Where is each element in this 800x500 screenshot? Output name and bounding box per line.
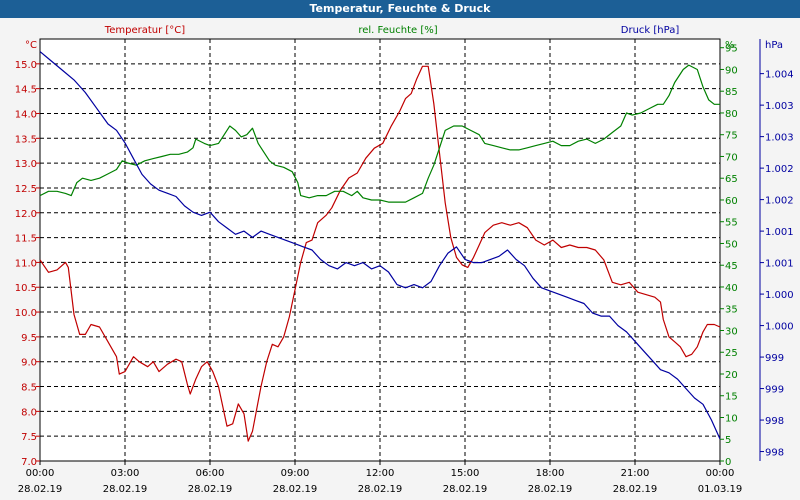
x-tick-date-label: 28.02.19 — [528, 484, 573, 495]
temperature-tick-label: 8.0 — [21, 407, 37, 418]
humidity-tick-label: 5 — [725, 435, 731, 446]
humidity-tick-label: 15 — [725, 392, 738, 403]
humidity-tick-label: 60 — [725, 196, 738, 207]
temperature-tick-label: 9.0 — [21, 358, 37, 369]
pressure-axis-label: Druck [hPa] — [621, 25, 680, 36]
humidity-tick-label: 40 — [725, 283, 738, 294]
temperature-tick-label: 12.5 — [15, 184, 37, 195]
temperature-tick-label: 10.0 — [15, 308, 37, 319]
grid — [40, 39, 720, 461]
humidity-tick-label: 65 — [725, 174, 738, 185]
humidity-tick-label: 0 — [725, 457, 731, 468]
temperature-series-line — [39, 65, 721, 442]
pressure-tick-label: 998 — [765, 416, 784, 427]
humidity-tick-label: 55 — [725, 218, 738, 229]
temperature-tick-label: 13.0 — [15, 159, 37, 170]
humidity-tick-label: 25 — [725, 348, 738, 359]
humidity-tick-label: 85 — [725, 87, 738, 98]
temperature-tick-label: 14.0 — [15, 109, 37, 120]
x-tick-time-label: 12:00 — [366, 468, 395, 479]
humidity-tick-label: 70 — [725, 152, 738, 163]
x-tick-date-label: 28.02.19 — [103, 484, 148, 495]
humidity-tick-label: 20 — [725, 370, 738, 381]
pressure-tick-label: 1.003 — [765, 133, 794, 144]
series-group — [39, 51, 721, 442]
x-tick-time-label: 15:00 — [451, 468, 480, 479]
temperature-axis-label: Temperatur [°C] — [104, 25, 185, 36]
pressure-tick-label: 1.000 — [765, 290, 794, 301]
humidity-tick-label: 35 — [725, 305, 738, 316]
temperature-tick-label: 10.5 — [15, 283, 37, 294]
pressure-tick-label: 1.002 — [765, 164, 794, 175]
humidity-series-line — [39, 64, 720, 203]
x-tick-date-label: 01.03.19 — [698, 484, 743, 495]
pressure-tick-label: 1.003 — [765, 101, 794, 112]
temperature-tick-label: 8.5 — [21, 383, 37, 394]
x-tick-date-label: 28.02.19 — [273, 484, 318, 495]
pressure-tick-label: 998 — [765, 448, 784, 459]
humidity-tick-label: 80 — [725, 109, 738, 120]
pressure-tick-label: 1.002 — [765, 196, 794, 207]
temperature-tick-label: 9.5 — [21, 333, 37, 344]
pressure-tick-label: 1.004 — [765, 70, 794, 81]
pressure-series-line — [39, 51, 721, 440]
temperature-unit-label: °C — [25, 40, 37, 51]
window-title: Temperatur, Feuchte & Druck — [309, 2, 491, 15]
x-tick-date-label: 28.02.19 — [443, 484, 488, 495]
temperature-tick-label: 7.0 — [21, 457, 37, 468]
x-tick-time-label: 21:00 — [621, 468, 650, 479]
x-tick-time-label: 00:00 — [706, 468, 735, 479]
pressure-tick-label: 1.001 — [765, 259, 794, 270]
humidity-tick-label: 10 — [725, 413, 738, 424]
humidity-tick-label: 90 — [725, 65, 738, 76]
temperature-tick-label: 15.0 — [15, 60, 37, 71]
humidity-tick-label: 50 — [725, 239, 738, 250]
humidity-tick-label: 45 — [725, 261, 738, 272]
temperature-tick-label: 14.5 — [15, 85, 37, 96]
pressure-tick-label: 999 — [765, 353, 784, 364]
humidity-unit-label: % — [725, 40, 735, 51]
temperature-tick-label: 7.5 — [21, 432, 37, 443]
temperature-tick-label: 12.0 — [15, 209, 37, 220]
pressure-unit-label: hPa — [765, 40, 783, 51]
x-tick-time-label: 09:00 — [281, 468, 310, 479]
window-title-bar: Temperatur, Feuchte & Druck — [0, 0, 800, 18]
humidity-axis-label: rel. Feuchte [%] — [358, 25, 437, 36]
pressure-tick-label: 1.000 — [765, 322, 794, 333]
x-tick-date-label: 28.02.19 — [18, 484, 63, 495]
x-tick-date-label: 28.02.19 — [613, 484, 658, 495]
x-tick-time-label: 18:00 — [536, 468, 565, 479]
x-tick-date-label: 28.02.19 — [188, 484, 233, 495]
humidity-tick-label: 30 — [725, 326, 738, 337]
humidity-tick-label: 95 — [725, 44, 738, 55]
x-tick-date-label: 28.02.19 — [358, 484, 403, 495]
axes: 00:00 28.02.19 03:00 28.02.19 06:00 28.02.19 0… — [15, 39, 794, 495]
x-tick-time-label: 00:00 — [26, 468, 55, 479]
x-tick-time-label: 06:00 — [196, 468, 225, 479]
humidity-tick-label: 75 — [725, 131, 738, 142]
temperature-tick-label: 11.5 — [15, 234, 37, 245]
x-tick-time-label: 03:00 — [111, 468, 140, 479]
pressure-tick-label: 1.001 — [765, 227, 794, 238]
pressure-tick-label: 999 — [765, 385, 784, 396]
temperature-tick-label: 13.5 — [15, 134, 37, 145]
temperature-tick-label: 11.0 — [15, 258, 37, 269]
